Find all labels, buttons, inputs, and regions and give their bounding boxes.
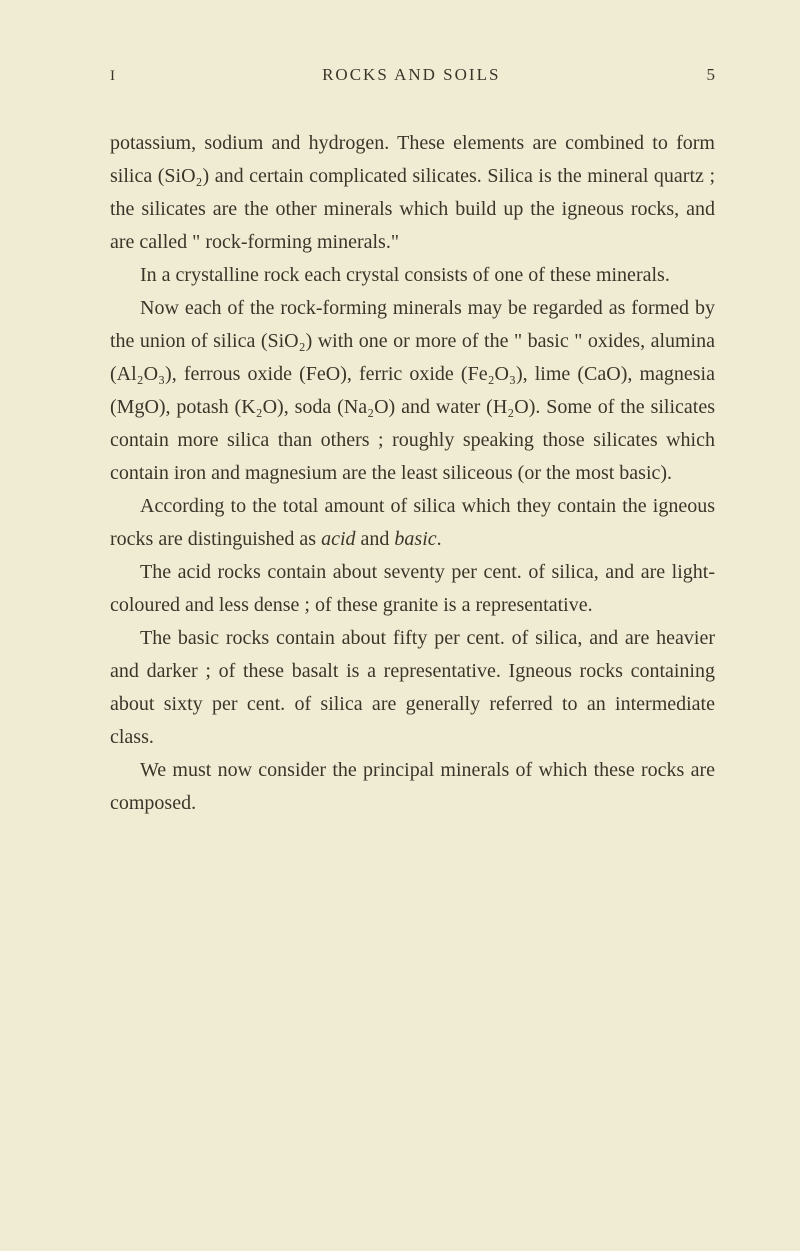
paragraph-4-text-c: . (437, 528, 442, 550)
paragraph-4-text-b: and (356, 528, 395, 550)
running-title: ROCKS AND SOILS (116, 65, 707, 85)
page-number: 5 (707, 65, 716, 85)
italic-acid: acid (321, 528, 355, 550)
paragraph-2: In a crystalline rock each crystal consi… (110, 259, 715, 292)
paragraph-6: The basic rocks contain about fifty per … (110, 622, 715, 754)
paragraph-1: potassium, sodium and hydrogen. These el… (110, 127, 715, 259)
paragraph-4: According to the total amount of silica … (110, 490, 715, 556)
italic-basic: basic (394, 528, 436, 550)
paragraph-7: We must now consider the principal miner… (110, 754, 715, 820)
page-header: I ROCKS AND SOILS 5 (110, 65, 715, 85)
paragraph-3: Now each of the rock-forming minerals ma… (110, 292, 715, 490)
document-page: I ROCKS AND SOILS 5 potassium, sodium an… (0, 0, 800, 880)
paragraph-5: The acid rocks contain about seventy per… (110, 556, 715, 622)
body-text: potassium, sodium and hydrogen. These el… (110, 127, 715, 820)
